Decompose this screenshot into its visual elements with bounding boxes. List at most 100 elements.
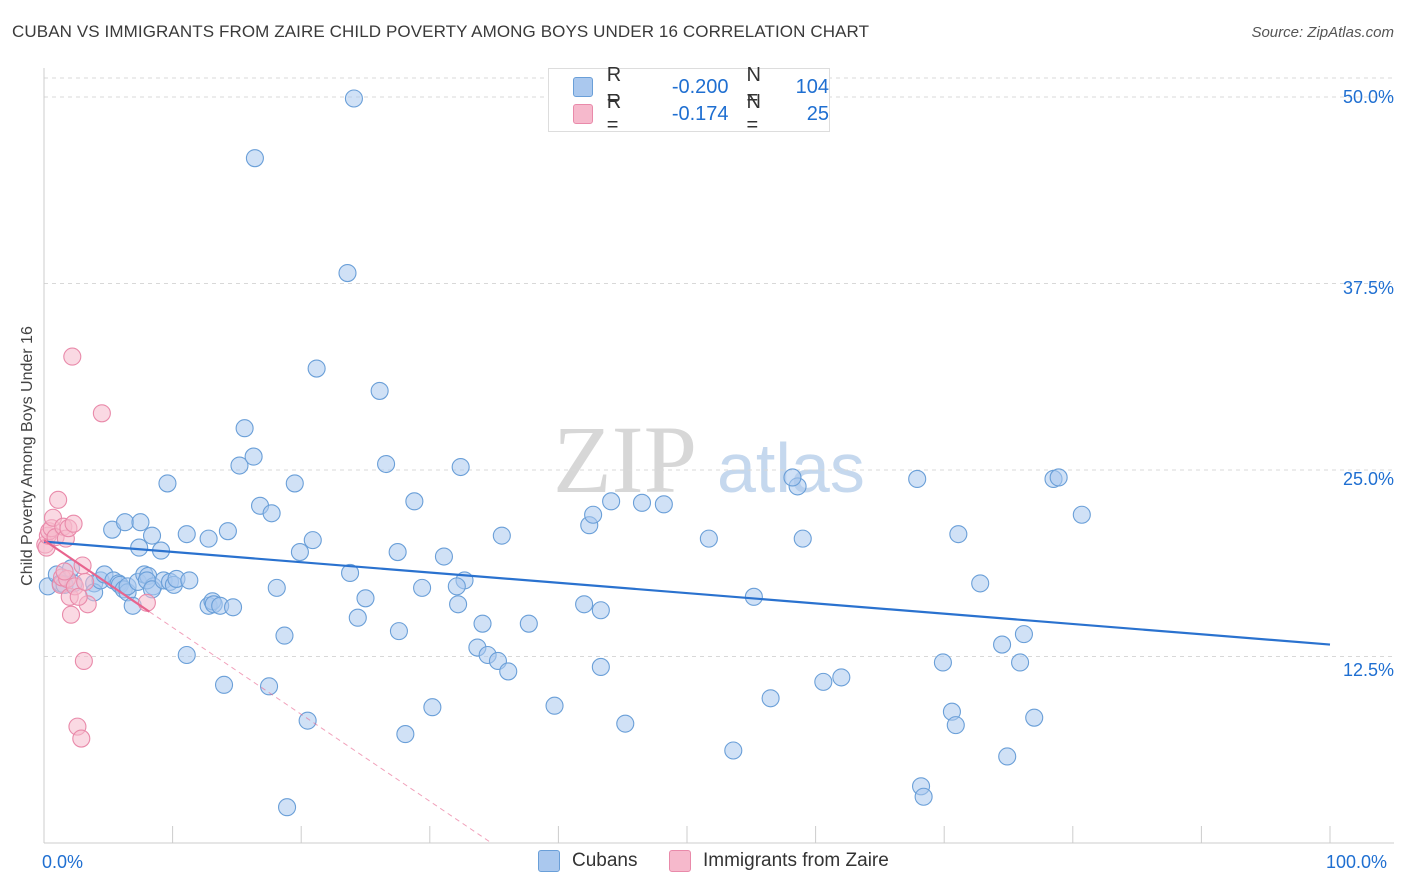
cubans-point [303, 531, 322, 550]
cubans-point [519, 614, 538, 633]
cubans-point [423, 698, 442, 717]
zaire-point [64, 514, 83, 533]
zaire-legend-label: Immigrants from Zaire [703, 850, 889, 871]
legend-item-cubans[interactable]: Cubans [538, 850, 638, 872]
cubans-point [451, 457, 470, 477]
cubans-point [267, 578, 286, 597]
cubans-point [914, 787, 933, 806]
cubans-point [1072, 505, 1091, 524]
cubans-point [413, 578, 432, 597]
cubans-point [591, 601, 610, 620]
cubans-point [545, 696, 564, 715]
cubans-point [278, 798, 297, 817]
cubans-point [575, 595, 594, 614]
cubans-point [142, 526, 162, 545]
zaire-point [69, 587, 88, 606]
cubans-point [285, 474, 304, 493]
cubans-point [449, 595, 468, 614]
cubans-n-value: 104 [795, 75, 829, 98]
zaire-point [55, 562, 74, 581]
cubans-point [602, 492, 621, 511]
cubans-point [946, 716, 965, 735]
gridlines [44, 77, 1394, 657]
zaire-n-value: 25 [806, 102, 829, 125]
cubans-point [761, 689, 780, 708]
cubans-point [218, 522, 237, 541]
x-tick-label-min: 0.0% [42, 852, 84, 872]
y-tick-label-37-5: 37.5% [1342, 278, 1394, 298]
cubans-point [632, 493, 652, 512]
zaire-points [36, 347, 156, 748]
cubans-point [616, 714, 635, 733]
cubans-point [245, 149, 264, 168]
cubans-point [177, 645, 196, 665]
cubans-point [348, 608, 367, 627]
cubans-point [177, 525, 196, 544]
cubans-point [307, 359, 326, 378]
cubans-point [1011, 653, 1030, 672]
watermark: ZIP atlas [553, 406, 865, 513]
zaire-point [49, 490, 68, 509]
series-legend: Cubans Immigrants from Zaire [0, 850, 1406, 878]
cubans-point [724, 741, 743, 760]
cubans-point [158, 474, 177, 493]
cubans-point [933, 653, 952, 672]
cubans-point [473, 614, 492, 633]
cubans-point [814, 672, 833, 691]
cubans-point [377, 454, 396, 474]
cubans-legend-label: Cubans [572, 850, 638, 871]
cubans-point [180, 571, 199, 590]
zaire-point [74, 651, 93, 671]
cubans-point [949, 525, 968, 544]
cubans-point [744, 587, 763, 606]
cubans-point [356, 589, 375, 608]
cubans-trend-line [43, 540, 1331, 646]
zaire-trend-line [43, 539, 151, 613]
cubans-point [591, 657, 610, 676]
cubans-point [230, 456, 249, 475]
watermark-atlas: atlas [717, 429, 865, 507]
cubans-point [396, 725, 415, 744]
cubans-point [492, 526, 511, 545]
cubans-point [434, 547, 453, 566]
cubans-point [783, 468, 802, 487]
cubans-point [298, 711, 317, 730]
y-tick-label-25: 25.0% [1342, 469, 1394, 489]
cubans-n-label: N = [746, 64, 761, 109]
cubans-point [223, 598, 243, 617]
trend-lines [43, 539, 1331, 844]
cubans-point [259, 677, 279, 696]
chart-title: CUBAN VS IMMIGRANTS FROM ZAIRE CHILD POV… [12, 22, 870, 41]
cubans-point [131, 513, 150, 532]
y-tick-label-12-5: 12.5% [1342, 660, 1394, 680]
zaire-n-label: N = [746, 91, 761, 136]
cubans-point [388, 543, 407, 562]
cubans-point [584, 505, 603, 524]
cubans-point [199, 529, 218, 548]
cubans-point [1025, 708, 1044, 727]
axes [43, 68, 1394, 844]
zaire-r-label: R = [606, 91, 622, 136]
cubans-point [370, 381, 389, 400]
cubans-point [275, 626, 294, 645]
cubans-point [1014, 625, 1033, 644]
cubans-point [908, 469, 927, 489]
zaire-legend-swatch [669, 850, 691, 872]
cubans-point [244, 447, 263, 466]
zaire-trend-extension [149, 611, 492, 844]
cubans-point [654, 495, 673, 514]
cubans-point [262, 504, 281, 523]
cubans-point [115, 513, 135, 532]
legend-row-zaire: R = -0.174 N = 25 [573, 91, 829, 136]
cubans-point [235, 419, 254, 438]
cubans-point [214, 675, 234, 694]
watermark-zip: ZIP [553, 406, 697, 513]
zaire-r-value: -0.174 [671, 102, 729, 125]
zaire-point [92, 404, 111, 423]
legend-item-zaire[interactable]: Immigrants from Zaire [669, 850, 889, 872]
cubans-point [793, 529, 812, 548]
cubans-point [130, 538, 149, 557]
cubans-point [993, 635, 1012, 654]
cubans-point [499, 662, 518, 681]
